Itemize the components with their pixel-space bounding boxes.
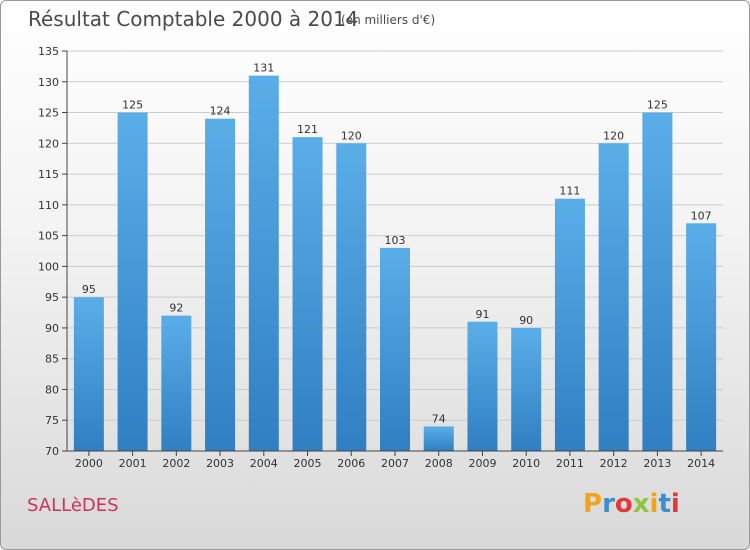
bar bbox=[467, 321, 498, 451]
x-tick-label: 2001 bbox=[119, 457, 147, 470]
bars: 95 125 92 124 131 121 120 103 74 91 90 111 120 125 107 bbox=[73, 62, 717, 452]
y-tick-label: 130 bbox=[38, 76, 59, 89]
data-label: 107 bbox=[691, 209, 712, 222]
data-label: 121 bbox=[297, 123, 318, 136]
x-tick-label: 2010 bbox=[512, 457, 540, 470]
data-label: 91 bbox=[475, 308, 489, 321]
logo-letter: i bbox=[649, 489, 659, 519]
x-tick-label: 2013 bbox=[643, 457, 671, 470]
logo-letter: o bbox=[614, 489, 633, 519]
bar bbox=[642, 112, 673, 452]
y-tick-label: 90 bbox=[45, 322, 59, 335]
x-tick-label: 2006 bbox=[337, 457, 365, 470]
bar bbox=[205, 118, 236, 451]
y-tick-label: 135 bbox=[38, 45, 59, 58]
y-tick-label: 80 bbox=[45, 383, 59, 396]
y-tick-label: 85 bbox=[45, 353, 59, 366]
bar bbox=[598, 143, 629, 452]
y-tick-label: 115 bbox=[38, 168, 59, 181]
x-tick-label: 2009 bbox=[468, 457, 496, 470]
data-label: 90 bbox=[519, 314, 533, 327]
chart-subtitle: (en milliers d'€) bbox=[341, 13, 436, 27]
bar bbox=[554, 198, 585, 451]
logo-letter: P bbox=[583, 489, 603, 519]
logo-letter: x bbox=[632, 489, 650, 519]
y-tick-label: 100 bbox=[38, 260, 59, 273]
bar bbox=[161, 315, 192, 451]
data-label: 103 bbox=[385, 234, 406, 247]
x-tick-label: 2003 bbox=[206, 457, 234, 470]
x-tick-label: 2008 bbox=[425, 457, 453, 470]
y-tick-label: 125 bbox=[38, 107, 59, 120]
data-label: 131 bbox=[253, 62, 274, 75]
data-label: 125 bbox=[647, 99, 668, 112]
y-tick-label: 75 bbox=[45, 414, 59, 427]
x-tick-label: 2007 bbox=[381, 457, 409, 470]
x-tick-label: 2011 bbox=[556, 457, 584, 470]
data-label: 125 bbox=[122, 99, 143, 112]
y-tick-label: 110 bbox=[38, 199, 59, 212]
bar bbox=[248, 75, 279, 451]
bar bbox=[292, 137, 323, 451]
data-label: 124 bbox=[210, 105, 231, 118]
logo-letter: t bbox=[658, 489, 671, 519]
x-tick-label: 2000 bbox=[75, 457, 103, 470]
bar bbox=[423, 426, 454, 451]
bar bbox=[511, 327, 542, 451]
logo-letter: r bbox=[602, 489, 615, 519]
bar bbox=[117, 112, 148, 452]
x-tick-label: 2004 bbox=[250, 457, 278, 470]
data-label: 120 bbox=[341, 129, 362, 142]
data-label: 95 bbox=[82, 283, 96, 296]
logo-letter: i bbox=[670, 489, 680, 519]
bar bbox=[73, 297, 104, 451]
bar bbox=[686, 223, 717, 451]
data-label: 120 bbox=[603, 129, 624, 142]
y-tick-label: 95 bbox=[45, 291, 59, 304]
commune-name: SALLèDES bbox=[27, 495, 119, 516]
data-label: 74 bbox=[432, 412, 446, 425]
bar bbox=[380, 247, 410, 451]
bar bbox=[336, 143, 367, 452]
x-tick-label: 2005 bbox=[294, 457, 322, 470]
data-label: 92 bbox=[169, 302, 183, 315]
data-label: 111 bbox=[559, 185, 580, 198]
x-tick-label: 2002 bbox=[162, 457, 190, 470]
x-tick-label: 2014 bbox=[687, 457, 715, 470]
y-tick-label: 120 bbox=[38, 137, 59, 150]
proxiti-logo[interactable]: Proxiti bbox=[583, 489, 680, 519]
axes: 70 75 80 85 90 95 100 105 110 115 120 125 130 135 2000… bbox=[38, 45, 723, 470]
chart-title: Résultat Comptable 2000 à 2014 bbox=[28, 7, 359, 31]
y-tick-label: 70 bbox=[45, 445, 59, 458]
x-tick-label: 2012 bbox=[600, 457, 628, 470]
y-tick-label: 105 bbox=[38, 230, 59, 243]
